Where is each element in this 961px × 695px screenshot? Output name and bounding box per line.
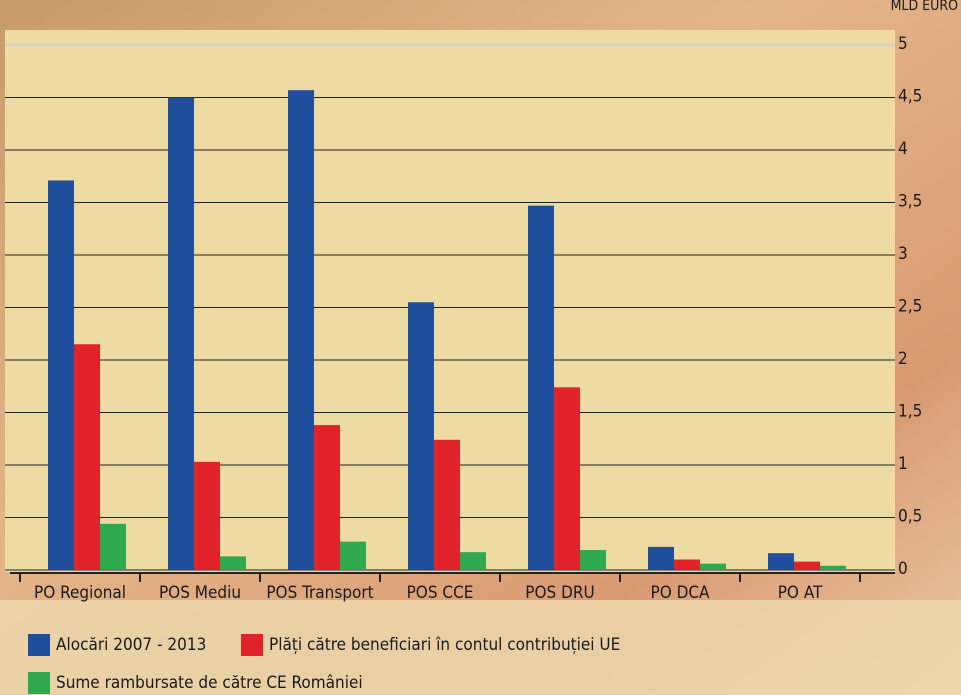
bar xyxy=(554,387,580,570)
x-tick-label: PO Regional xyxy=(34,583,126,603)
y-tick-label: 1,5 xyxy=(898,402,922,422)
y-tick-label: 4 xyxy=(898,139,908,159)
bar xyxy=(794,561,820,570)
x-tick-label: POS Transport xyxy=(266,583,373,603)
x-tick-label: POS Mediu xyxy=(159,583,241,603)
y-tick-label: 2 xyxy=(898,349,908,369)
legend-label: Alocări 2007 - 2013 xyxy=(56,635,206,655)
bar xyxy=(314,425,340,570)
bar xyxy=(768,553,794,570)
bar xyxy=(74,344,100,570)
bar xyxy=(220,556,246,570)
legend-area xyxy=(0,600,961,695)
bar xyxy=(460,552,486,570)
bar xyxy=(648,546,674,570)
y-tick-label: 0,5 xyxy=(898,507,922,527)
bar xyxy=(288,90,314,571)
bar xyxy=(168,97,194,570)
bar xyxy=(434,439,460,570)
bar xyxy=(528,205,554,570)
bar xyxy=(700,563,726,570)
x-tick-label: PO AT xyxy=(778,583,823,603)
bar xyxy=(408,302,434,570)
legend-swatch xyxy=(28,634,50,656)
bar xyxy=(194,461,220,570)
legend-label: Plăți către beneficiari în contul contri… xyxy=(269,635,620,655)
y-tick-label: 0 xyxy=(898,559,908,579)
legend-label: Sume rambursate de către CE României xyxy=(56,673,363,693)
bar xyxy=(580,550,606,570)
y-axis-label: MLD EURO xyxy=(891,0,959,14)
legend-swatch xyxy=(28,672,50,694)
y-tick-label: 1 xyxy=(898,454,908,474)
bar xyxy=(48,180,74,570)
y-tick-label: 3,5 xyxy=(898,192,922,212)
y-tick-label: 3 xyxy=(898,244,908,264)
bar xyxy=(674,559,700,570)
bar xyxy=(340,541,366,570)
bar xyxy=(100,523,126,570)
legend-swatch xyxy=(241,634,263,656)
y-tick-label: 5 xyxy=(898,34,908,54)
x-tick-label: PO DCA xyxy=(650,583,710,603)
x-tick-label: POS CCE xyxy=(407,583,474,603)
bar xyxy=(820,565,846,570)
x-tick-label: POS DRU xyxy=(525,583,594,603)
y-tick-label: 2,5 xyxy=(898,297,922,317)
y-tick-label: 4,5 xyxy=(898,87,922,107)
